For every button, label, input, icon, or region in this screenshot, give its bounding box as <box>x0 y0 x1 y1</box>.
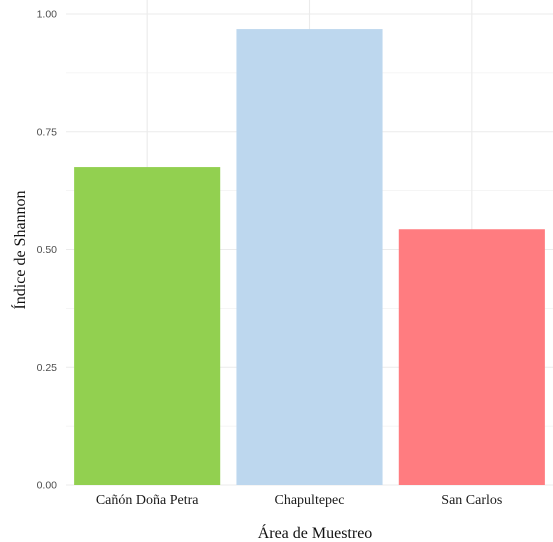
bars <box>74 29 545 486</box>
y-axis-ticks: 0.00 0.25 0.50 0.75 1.00 <box>37 9 58 492</box>
y-tick-label: 0.00 <box>37 480 58 492</box>
x-tick-label: Chapultepec <box>275 493 345 508</box>
x-axis-title: Área de Muestreo <box>258 523 373 542</box>
bar <box>236 29 383 486</box>
y-tick-label: 0.25 <box>37 362 58 374</box>
y-tick-label: 0.50 <box>37 244 58 256</box>
y-axis-title: Índice de Shannon <box>10 190 29 309</box>
bar <box>398 229 545 485</box>
y-tick-label: 0.75 <box>37 126 58 138</box>
x-axis-ticks: Cañón Doña Petra Chapultepec San Carlos <box>96 493 503 508</box>
y-tick-label: 1.00 <box>37 9 58 21</box>
x-tick-label: San Carlos <box>441 493 502 508</box>
bar <box>74 167 221 485</box>
x-tick-label: Cañón Doña Petra <box>96 493 199 508</box>
